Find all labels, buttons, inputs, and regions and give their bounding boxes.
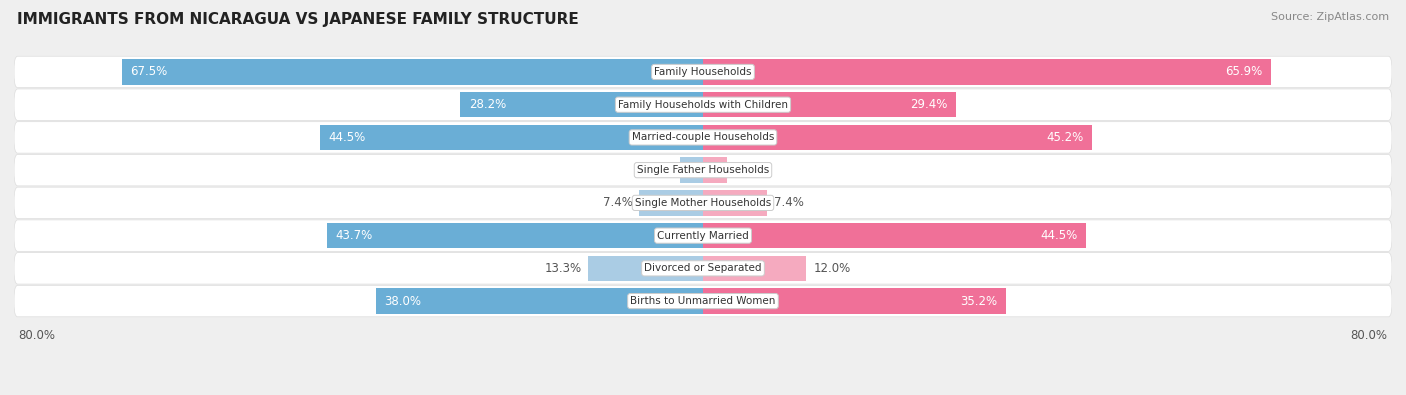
Bar	[703, 59, 1271, 85]
Bar	[375, 288, 703, 314]
Bar	[703, 157, 727, 183]
Text: Currently Married: Currently Married	[657, 231, 749, 241]
Bar	[319, 125, 703, 150]
FancyBboxPatch shape	[14, 285, 1392, 317]
Text: 12.0%: 12.0%	[813, 262, 851, 275]
Bar	[703, 92, 956, 117]
Bar	[703, 125, 1092, 150]
Text: 45.2%: 45.2%	[1046, 131, 1084, 144]
Text: Single Father Households: Single Father Households	[637, 165, 769, 175]
Text: 29.4%: 29.4%	[910, 98, 948, 111]
Bar	[703, 223, 1087, 248]
FancyBboxPatch shape	[14, 187, 1392, 218]
Text: 38.0%: 38.0%	[384, 295, 422, 308]
Text: 28.2%: 28.2%	[468, 98, 506, 111]
Text: Single Mother Households: Single Mother Households	[636, 198, 770, 208]
Bar	[703, 256, 807, 281]
FancyBboxPatch shape	[14, 253, 1392, 284]
Text: Family Households: Family Households	[654, 67, 752, 77]
Text: 7.4%: 7.4%	[603, 196, 633, 209]
Bar	[703, 288, 1007, 314]
Bar	[122, 59, 703, 85]
Bar	[703, 190, 766, 216]
FancyBboxPatch shape	[14, 89, 1392, 120]
Text: Family Households with Children: Family Households with Children	[619, 100, 787, 110]
FancyBboxPatch shape	[14, 154, 1392, 186]
Bar	[640, 190, 703, 216]
Text: 67.5%: 67.5%	[131, 66, 167, 79]
Text: IMMIGRANTS FROM NICARAGUA VS JAPANESE FAMILY STRUCTURE: IMMIGRANTS FROM NICARAGUA VS JAPANESE FA…	[17, 12, 579, 27]
Text: 44.5%: 44.5%	[329, 131, 366, 144]
Text: 80.0%: 80.0%	[1351, 329, 1388, 342]
Text: 43.7%: 43.7%	[335, 229, 373, 242]
Text: 35.2%: 35.2%	[960, 295, 997, 308]
FancyBboxPatch shape	[14, 56, 1392, 88]
Text: 7.4%: 7.4%	[773, 196, 803, 209]
Text: Divorced or Separated: Divorced or Separated	[644, 263, 762, 273]
Text: Source: ZipAtlas.com: Source: ZipAtlas.com	[1271, 12, 1389, 22]
Text: 44.5%: 44.5%	[1040, 229, 1077, 242]
FancyBboxPatch shape	[14, 220, 1392, 251]
Bar	[326, 223, 703, 248]
Text: 80.0%: 80.0%	[18, 329, 55, 342]
FancyBboxPatch shape	[14, 122, 1392, 153]
Bar	[589, 256, 703, 281]
Text: 2.7%: 2.7%	[643, 164, 673, 177]
Text: 13.3%: 13.3%	[544, 262, 582, 275]
Bar	[460, 92, 703, 117]
Text: Married-couple Households: Married-couple Households	[631, 132, 775, 143]
Bar	[679, 157, 703, 183]
Text: 65.9%: 65.9%	[1225, 66, 1263, 79]
Text: 2.8%: 2.8%	[734, 164, 763, 177]
Text: Births to Unmarried Women: Births to Unmarried Women	[630, 296, 776, 306]
